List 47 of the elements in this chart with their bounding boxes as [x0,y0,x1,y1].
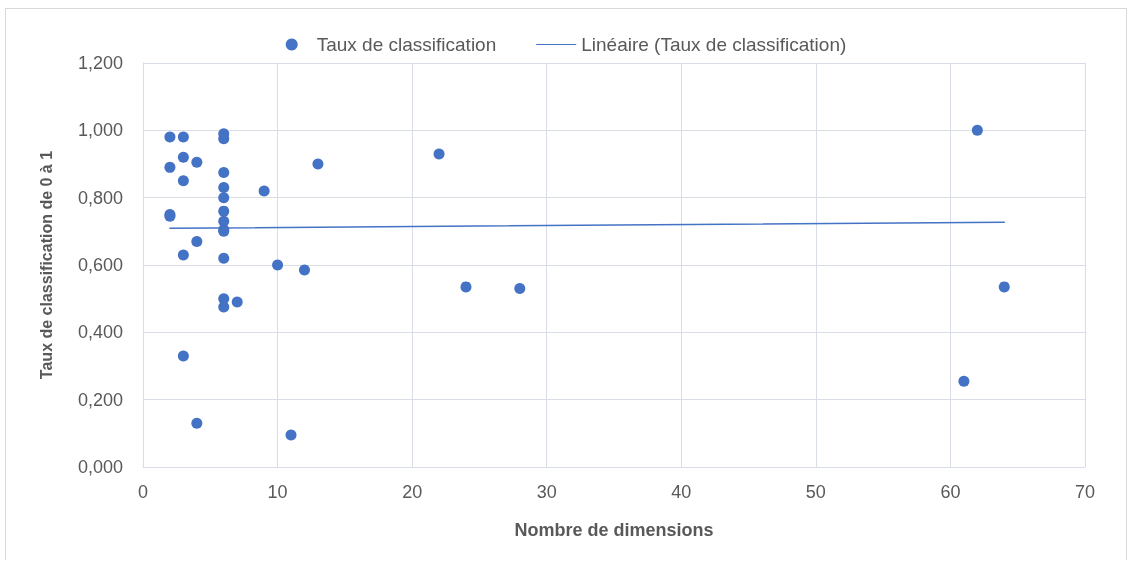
y-tick-label: 0,000 [77,457,123,477]
y-tick-label: 0,800 [77,187,123,208]
point [164,161,176,173]
point [218,166,230,178]
x-axis-title: Nombre de dimensions [514,520,714,540]
point [218,192,230,204]
point [312,158,324,170]
point [514,283,526,295]
legend-label: Linéaire (Taux de classification) [581,34,847,55]
point [460,281,472,293]
x-tick-label: 50 [805,482,826,502]
point [285,429,297,441]
point [177,249,189,261]
y-axis-title: Taux de classification de 0 à 1 [37,150,55,380]
legend-label: Taux de classification [316,34,497,55]
point [177,350,189,362]
point [433,148,445,160]
point [218,205,230,217]
y-tick-label: 1,200 [77,53,123,73]
point [272,259,284,271]
x-tick-label: 20 [402,482,423,502]
x-tick-label: 40 [671,482,692,502]
point [218,301,230,313]
y-tick-label: 0,400 [77,322,123,343]
x-tick-label: 60 [940,482,961,502]
x-tick-label: 10 [267,482,288,502]
point [191,235,203,247]
y-tick-label: 1,000 [77,120,123,141]
point [177,151,189,163]
point [998,281,1010,293]
point [258,185,270,197]
y-tick-label: 0,600 [77,255,123,275]
y-tick-label: 0,200 [77,389,123,410]
point [191,156,203,168]
point [958,375,970,387]
point [299,264,310,276]
point [231,296,243,308]
x-tick-label: 30 [536,482,557,502]
point [177,175,189,187]
point [164,131,176,143]
point [191,417,203,429]
x-tick-label: 0 [137,482,149,502]
x-tick-label: 70 [1074,482,1096,502]
point [177,131,189,143]
point [218,182,230,194]
point [971,124,983,136]
point [218,252,230,264]
